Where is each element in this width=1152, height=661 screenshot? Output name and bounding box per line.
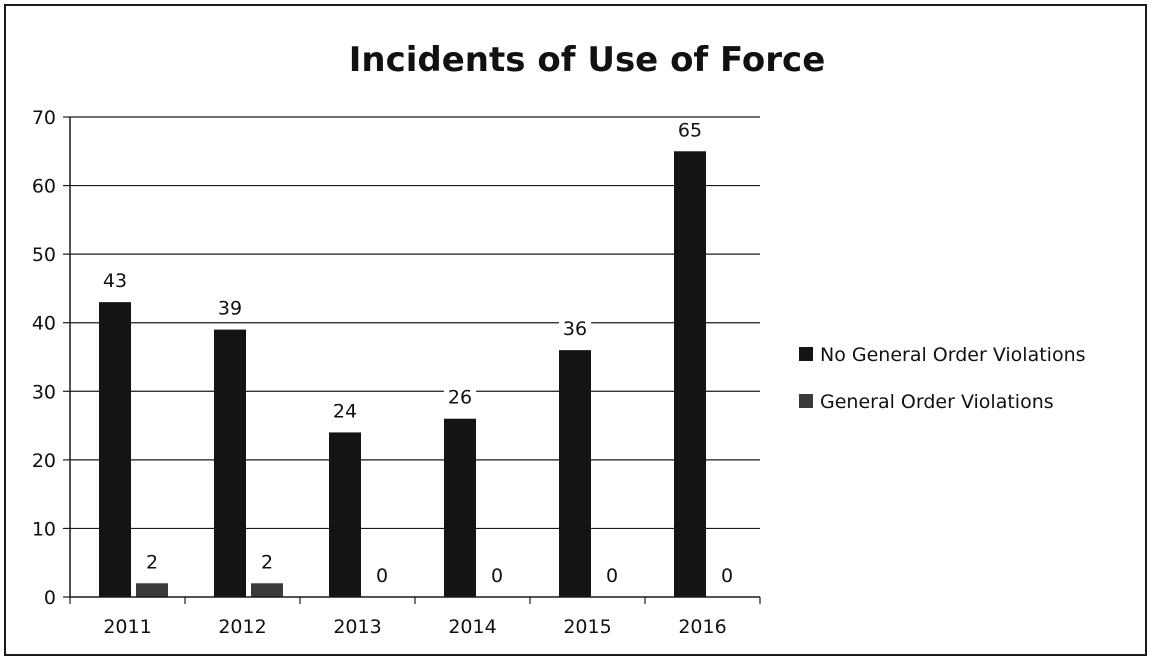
y-tick-labels: 0 10 20 30 40 50 60 70 [32,107,56,609]
y-tick-label-70: 70 [32,107,56,129]
bar-no-general-order-violations-2013 [329,432,361,597]
y-tick-label-30: 30 [32,381,56,403]
y-tick-label-50: 50 [32,244,56,266]
x-tick-label-2011: 2011 [103,616,151,638]
data-label-bg-general-order-violations-2016 [716,564,738,588]
legend: No General Order Violations General Order… [799,344,1086,413]
data-label-general-order-violations-2016: 0 [721,565,733,587]
bar-no-general-order-violations-2011 [99,302,131,597]
grid-lines [63,116,761,604]
data-label-bg-general-order-violations-2015 [601,564,623,588]
bar-no-general-order-violations-2012 [214,329,246,597]
legend-label-no-general-order-violations: No General Order Violations [820,344,1086,366]
data-label-general-order-violations-2012: 2 [261,551,273,573]
y-tick-label-20: 20 [32,450,56,472]
bar-no-general-order-violations-2016 [674,151,706,598]
legend-swatch-general-order-violations [799,394,813,408]
data-label-no-general-order-violations-2015: 36 [563,318,587,340]
x-tick-label-2014: 2014 [448,616,496,638]
y-tick-label-10: 10 [32,518,56,540]
data-label-no-general-order-violations-2013: 24 [333,400,357,422]
data-label-bg-general-order-violations-2012 [256,550,278,575]
bar-general-order-violations-2011 [136,583,168,597]
bar-no-general-order-violations-2014 [444,418,476,597]
bars [99,151,706,598]
data-label-bg-general-order-violations-2011 [141,550,163,575]
data-label-general-order-violations-2011: 2 [146,551,158,573]
data-label-bg-no-general-order-violations-2014 [443,385,477,410]
y-tick-label-40: 40 [32,313,56,335]
data-label-general-order-violations-2014: 0 [491,565,503,587]
data-label-general-order-violations-2015: 0 [606,565,618,587]
data-label-no-general-order-violations-2011: 43 [103,270,127,292]
x-tick-label-2012: 2012 [218,616,266,638]
data-label-bg-no-general-order-violations-2015 [558,317,592,342]
data-labels: 43 2 39 2 24 0 26 0 36 0 65 0 [98,118,738,588]
bar-no-general-order-violations-2015 [559,350,591,597]
data-label-bg-no-general-order-violations-2012 [213,296,247,321]
y-tick-label-0: 0 [44,587,56,609]
legend-swatch-no-general-order-violations [799,347,813,361]
data-label-bg-general-order-violations-2013 [371,564,393,588]
data-label-bg-no-general-order-violations-2013 [328,399,362,424]
y-tick-label-60: 60 [32,176,56,198]
chart-title: Incidents of Use of Force [349,40,826,80]
data-label-no-general-order-violations-2016: 65 [678,119,702,141]
x-tick-labels: 2011 2012 2013 2014 2015 2016 [103,616,726,638]
data-label-no-general-order-violations-2014: 26 [448,387,472,409]
x-tick-label-2013: 2013 [333,616,381,638]
x-tick-label-2016: 2016 [678,616,726,638]
data-label-bg-no-general-order-violations-2011 [98,269,132,294]
data-label-no-general-order-violations-2012: 39 [218,298,242,320]
axes [69,117,760,598]
data-label-general-order-violations-2013: 0 [376,565,388,587]
legend-label-general-order-violations: General Order Violations [820,391,1054,413]
x-tick-label-2015: 2015 [563,616,611,638]
data-label-bg-no-general-order-violations-2016 [673,118,707,143]
data-label-bg-general-order-violations-2014 [486,564,508,588]
bar-general-order-violations-2012 [251,583,283,597]
